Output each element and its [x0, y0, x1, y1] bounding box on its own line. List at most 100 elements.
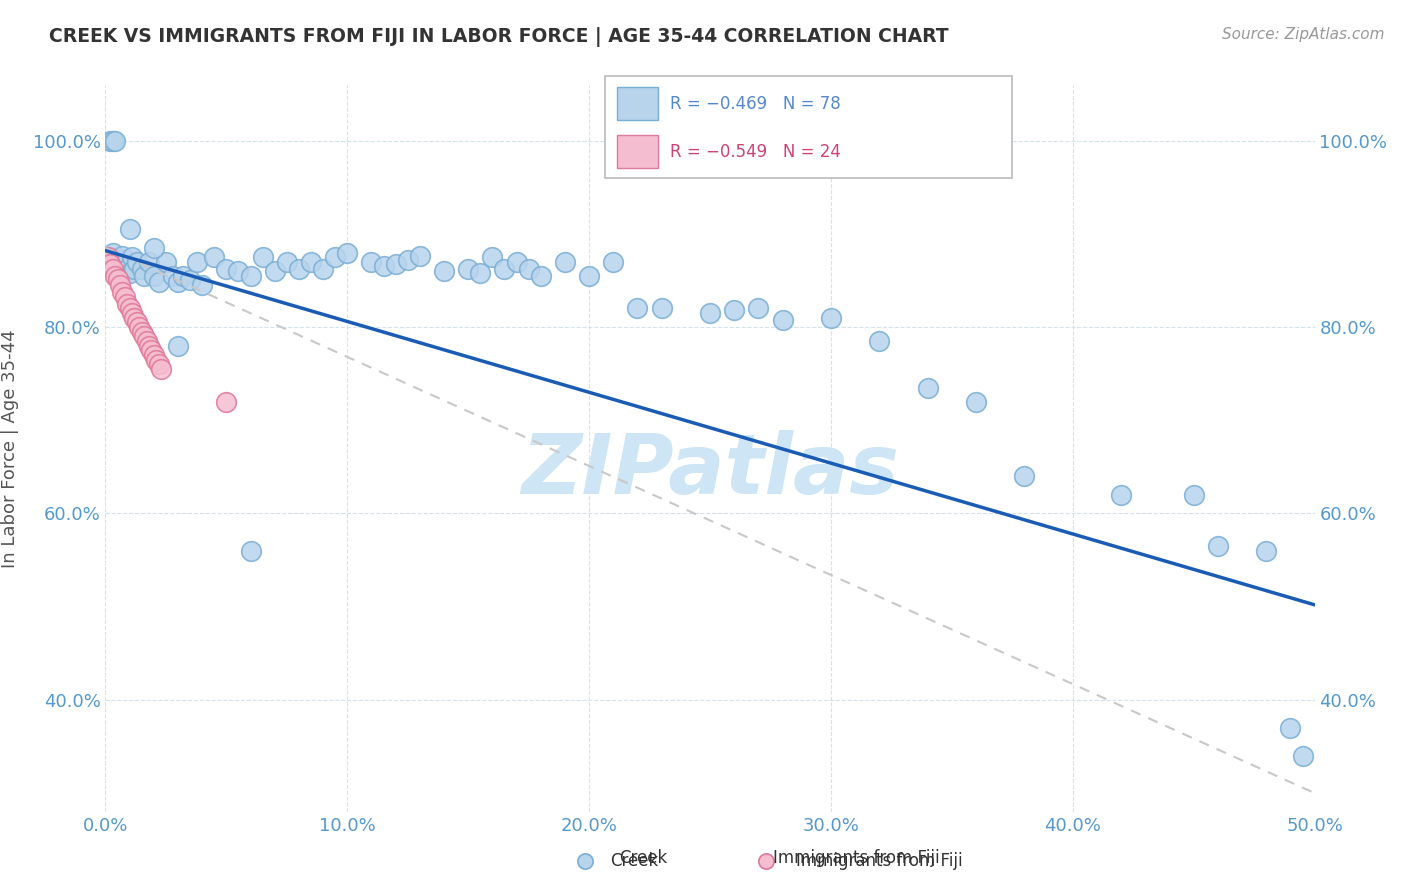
Point — [104, 268, 127, 283]
Point — [820, 310, 842, 325]
Text: Immigrants from Fiji: Immigrants from Fiji — [796, 852, 963, 870]
Point — [215, 262, 238, 277]
Point — [530, 268, 553, 283]
Point — [239, 268, 262, 283]
Point — [108, 252, 131, 267]
Point — [1279, 721, 1302, 735]
Point — [124, 262, 146, 277]
Point — [101, 245, 124, 260]
Y-axis label: In Labor Force | Age 35-44: In Labor Force | Age 35-44 — [0, 329, 18, 567]
Point — [115, 262, 138, 277]
Point — [747, 301, 769, 316]
Point — [481, 250, 503, 264]
Point — [323, 250, 346, 264]
Point — [131, 325, 153, 339]
Point — [772, 312, 794, 326]
Point — [108, 278, 131, 293]
Point — [114, 264, 136, 278]
Text: Source: ZipAtlas.com: Source: ZipAtlas.com — [1222, 27, 1385, 42]
Text: R = −0.549   N = 24: R = −0.549 N = 24 — [669, 143, 841, 161]
Point — [179, 273, 201, 287]
Point — [134, 329, 156, 343]
Point — [104, 134, 127, 148]
Point — [101, 134, 124, 148]
Point — [651, 301, 673, 316]
Point — [97, 255, 120, 269]
Text: R = −0.469   N = 78: R = −0.469 N = 78 — [669, 95, 841, 112]
Point — [578, 268, 600, 283]
Point — [111, 249, 134, 263]
Point — [98, 257, 121, 271]
Point — [131, 262, 153, 277]
Point — [1256, 543, 1278, 558]
Point — [228, 264, 250, 278]
Point — [186, 255, 208, 269]
Point — [172, 268, 194, 283]
Point — [917, 381, 939, 395]
Point — [148, 276, 170, 290]
Point — [107, 260, 129, 274]
Point — [107, 257, 129, 271]
Text: Creek: Creek — [610, 852, 658, 870]
Point — [699, 306, 721, 320]
Point — [101, 262, 124, 277]
Point — [124, 310, 146, 325]
Point — [115, 297, 138, 311]
Point — [148, 357, 170, 371]
Point — [276, 255, 298, 269]
Point — [111, 285, 134, 299]
Point — [191, 278, 214, 293]
Point — [150, 362, 173, 376]
Point — [145, 352, 167, 367]
Point — [384, 257, 406, 271]
Text: CREEK VS IMMIGRANTS FROM FIJI IN LABOR FORCE | AGE 35-44 CORRELATION CHART: CREEK VS IMMIGRANTS FROM FIJI IN LABOR F… — [49, 27, 949, 46]
Point — [252, 250, 274, 264]
Point — [239, 543, 262, 558]
Point — [138, 255, 160, 269]
Point — [409, 249, 432, 263]
Point — [135, 334, 157, 348]
Point — [107, 271, 129, 285]
Point — [494, 262, 516, 277]
Point — [1182, 488, 1205, 502]
Point — [97, 250, 120, 264]
Point — [162, 268, 184, 283]
Point — [263, 264, 285, 278]
Point — [626, 301, 648, 316]
Point — [288, 262, 311, 277]
Point — [114, 290, 136, 304]
Point — [134, 268, 156, 283]
Point — [517, 262, 540, 277]
Point — [360, 255, 382, 269]
Point — [868, 334, 890, 348]
Point — [118, 266, 141, 280]
Point — [118, 301, 141, 316]
Point — [965, 394, 987, 409]
Point — [155, 255, 177, 269]
Text: Creek: Creek — [619, 849, 666, 867]
Point — [1014, 469, 1036, 483]
Point — [1206, 539, 1229, 553]
Bar — [617, 136, 658, 168]
Point — [554, 255, 576, 269]
Text: ZIPatlas: ZIPatlas — [522, 430, 898, 510]
Point — [167, 276, 190, 290]
Point — [142, 268, 165, 283]
Point — [121, 250, 143, 264]
Point — [98, 250, 121, 264]
Point — [1291, 748, 1313, 763]
Point — [433, 264, 456, 278]
Point — [373, 260, 395, 274]
Bar — [617, 87, 658, 120]
Point — [723, 303, 745, 318]
Point — [336, 245, 359, 260]
Point — [215, 394, 238, 409]
FancyBboxPatch shape — [605, 76, 1012, 178]
Point — [299, 255, 322, 269]
Point — [1109, 488, 1132, 502]
Point — [104, 255, 127, 269]
Point — [142, 241, 165, 255]
Point — [396, 252, 419, 267]
Point — [121, 306, 143, 320]
Point — [602, 255, 624, 269]
